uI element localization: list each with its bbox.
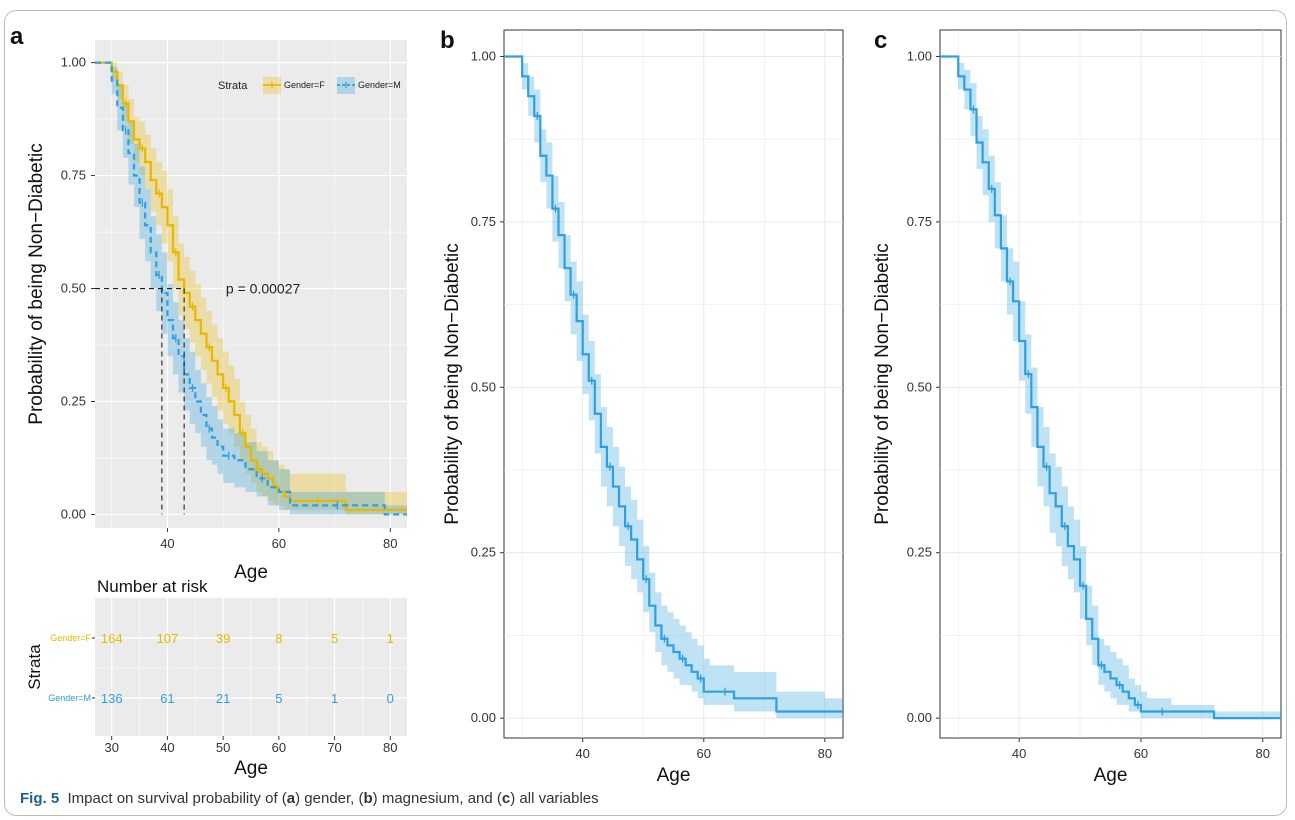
risk-cell-value: 61: [160, 691, 174, 706]
x-axis-label: Age: [657, 765, 691, 786]
x-tick-label: 40: [160, 740, 174, 755]
x-tick-label: 80: [383, 536, 397, 551]
panel-a: a p = 0.00027 0.00 0.25 0.50 0.75 1.00 40 60 80 Ag…: [10, 23, 407, 583]
risk-cell-value: 21: [216, 691, 230, 706]
caption-letter-b: b: [363, 790, 373, 807]
y-axis-label: Probability of being Non−Diabetic: [26, 143, 47, 424]
risk-y-axis-label: Strata: [25, 644, 44, 690]
panel-letter-a: a: [10, 23, 24, 50]
risk-cell-value: 1: [331, 691, 338, 706]
x-axis-label: Age: [1094, 765, 1128, 786]
survival-curve-series: [504, 55, 843, 713]
x-axis-label: Age: [234, 562, 268, 583]
y-tick-label: 0.50: [907, 379, 932, 394]
risk-row-label: Gender=M: [48, 693, 91, 703]
caption-fig-label: Fig. 5: [20, 790, 60, 807]
x-tick-label: 80: [818, 746, 832, 761]
panel-letter-b: b: [440, 27, 455, 54]
caption-letter-c: c: [501, 790, 511, 807]
y-tick-label: 1.00: [61, 55, 86, 70]
y-tick-label: 1.00: [907, 48, 932, 63]
panel-b: b 0.00 0.25 0.50 0.75 1.00 40 60 80 Age Probabilit…: [440, 27, 844, 786]
legend: Strata Gender=F Gender=M: [218, 77, 401, 94]
risk-cell-value: 5: [275, 691, 282, 706]
x-tick-label: 40: [160, 536, 174, 551]
legend-entry-label: Gender=M: [358, 80, 401, 90]
y-tick-label: 0.75: [471, 214, 496, 229]
confidence-band-Gender=M: [95, 62, 407, 515]
legend-entry-label: Gender=F: [284, 80, 325, 90]
y-tick-label: 0.25: [61, 393, 86, 408]
confidence-band-series: [940, 56, 1281, 719]
confidence-band-Gender=F: [95, 62, 407, 515]
risk-table: Number at risk Gender=F 164 107 39 8 5 1 Gender=…: [25, 577, 407, 779]
y-tick-label: 0.25: [907, 545, 932, 560]
x-tick-label: 70: [327, 740, 341, 755]
x-tick-label: 40: [1012, 746, 1026, 761]
caption-text-4: ) all variables: [510, 790, 599, 807]
caption-text-1: Impact on survival probability of (: [67, 790, 287, 807]
risk-cell-value: 39: [216, 631, 230, 646]
caption-letter-a: a: [286, 790, 296, 807]
plot-background: [503, 29, 844, 739]
survival-curve-series: [940, 55, 1281, 720]
y-tick-label: 1.00: [471, 48, 496, 63]
panel-c: c 0.00 0.25 0.50 0.75 1.00 40 60 80 Age Probabilit…: [872, 27, 1282, 786]
x-tick-label: 60: [697, 746, 711, 761]
risk-cell-value: 164: [101, 631, 123, 646]
risk-cell-value: 1: [387, 631, 394, 646]
figure-caption: Fig. 5 Impact on survival probability of…: [20, 790, 599, 807]
y-tick-label: 0.75: [61, 168, 86, 183]
figure-border: [4, 10, 1287, 816]
x-tick-label: 50: [216, 740, 230, 755]
risk-cell-value: 107: [157, 631, 179, 646]
risk-cell-value: 0: [387, 691, 394, 706]
y-axis-label: Probability of being Non−Diabetic: [872, 243, 893, 524]
confidence-band-series: [504, 56, 843, 719]
risk-x-axis-label: Age: [234, 758, 268, 779]
survival-curve-Gender=M: [95, 61, 407, 516]
risk-cell-value: 136: [101, 691, 123, 706]
p-value-annotation: p = 0.00027: [226, 281, 301, 297]
x-tick-label: 60: [1134, 746, 1148, 761]
risk-table-title: Number at risk: [97, 577, 208, 596]
y-tick-label: 0.00: [471, 710, 496, 725]
y-tick-label: 0.75: [907, 214, 932, 229]
x-tick-label: 80: [383, 740, 397, 755]
risk-cell-value: 5: [331, 631, 338, 646]
y-tick-label: 0.25: [471, 545, 496, 560]
y-tick-label: 0.50: [61, 281, 86, 296]
x-tick-label: 40: [575, 746, 589, 761]
panel-letter-c: c: [874, 27, 887, 54]
y-tick-label: 0.00: [61, 506, 86, 521]
risk-cell-value: 8: [275, 631, 282, 646]
x-tick-label: 30: [104, 740, 118, 755]
y-tick-label: 0.00: [907, 710, 932, 725]
caption-text-3: ) magnesium, and (: [372, 790, 502, 807]
survival-curve-Gender=F: [95, 61, 407, 512]
x-tick-label: 80: [1255, 746, 1269, 761]
risk-row-label: Gender=F: [50, 633, 91, 643]
x-tick-label: 60: [272, 536, 286, 551]
caption-text-2: ) gender, (: [295, 790, 364, 807]
legend-title: Strata: [218, 80, 248, 92]
plot-background: [939, 29, 1282, 739]
y-axis-label: Probability of being Non−Diabetic: [442, 243, 463, 524]
y-tick-label: 0.50: [471, 379, 496, 394]
x-tick-label: 60: [272, 740, 286, 755]
